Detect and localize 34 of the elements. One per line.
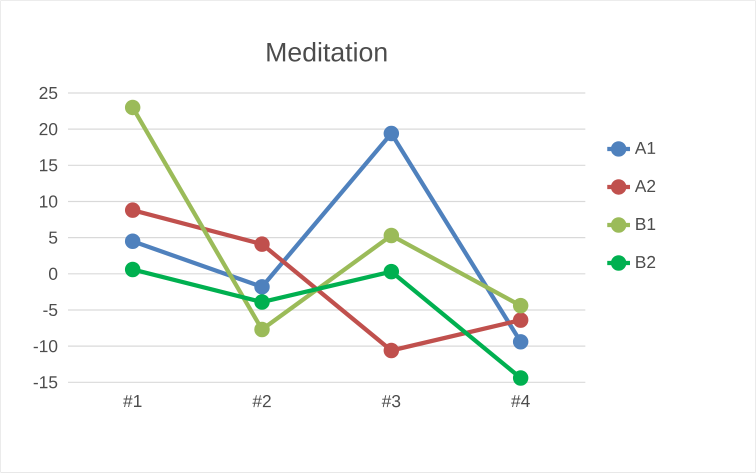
point bbox=[124, 262, 140, 278]
point bbox=[512, 370, 528, 386]
point bbox=[512, 312, 528, 328]
y-tick-label: 0 bbox=[48, 268, 58, 280]
point bbox=[124, 234, 140, 250]
y-tick-label: 15 bbox=[40, 159, 58, 172]
legend-label: B1 bbox=[636, 218, 656, 230]
point bbox=[254, 322, 270, 338]
x-tick-label: #3 bbox=[382, 395, 400, 408]
legend-label: B2 bbox=[636, 256, 656, 268]
point bbox=[254, 294, 270, 310]
legend-label: A2 bbox=[634, 180, 656, 192]
y-tick-label: 20 bbox=[40, 123, 58, 136]
x-tick-label: #2 bbox=[252, 395, 271, 408]
y-tick-label: -5 bbox=[43, 304, 58, 316]
point bbox=[124, 202, 140, 218]
y-tick-label: 10 bbox=[40, 195, 58, 208]
point bbox=[384, 228, 400, 244]
legend-label: A1 bbox=[634, 142, 656, 154]
x-tick-label: #4 bbox=[511, 395, 530, 407]
point bbox=[384, 126, 400, 142]
point bbox=[512, 334, 528, 350]
chart-title: Meditation bbox=[267, 42, 386, 62]
point bbox=[384, 342, 400, 358]
y-tick-label: 5 bbox=[49, 232, 58, 244]
point bbox=[384, 264, 400, 280]
x-tick-label: #1 bbox=[123, 395, 142, 407]
point bbox=[254, 236, 270, 252]
point bbox=[512, 298, 528, 314]
point bbox=[124, 100, 140, 116]
y-tick-label: 25 bbox=[40, 86, 58, 100]
point bbox=[254, 279, 270, 295]
y-tick-label: -10 bbox=[34, 340, 58, 352]
y-tick-label: -15 bbox=[34, 376, 58, 388]
